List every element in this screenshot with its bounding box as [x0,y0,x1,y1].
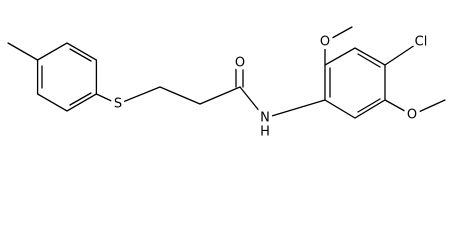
bond [411,99,446,116]
bond [69,92,92,106]
bond [357,98,381,113]
atom-label: H [260,125,270,140]
atom-label: S [114,97,122,112]
bond [384,42,419,66]
atom-label: Cl [415,35,428,50]
bond [69,48,92,62]
ring [324,47,386,119]
molecule: S O N H O Cl O [7,26,446,142]
atom-label: N [260,111,270,126]
atom-label: O [407,108,417,123]
bond [239,86,266,119]
bond [384,99,413,116]
ring [36,42,98,112]
chain [95,86,241,105]
atom-labels: S O N H O Cl O [110,31,430,142]
atom-label: O [235,56,245,71]
bond [264,99,326,119]
bond [357,53,381,68]
atom-label: O [320,35,330,50]
bond [324,26,353,43]
bond [7,42,39,61]
bonds [7,26,446,119]
